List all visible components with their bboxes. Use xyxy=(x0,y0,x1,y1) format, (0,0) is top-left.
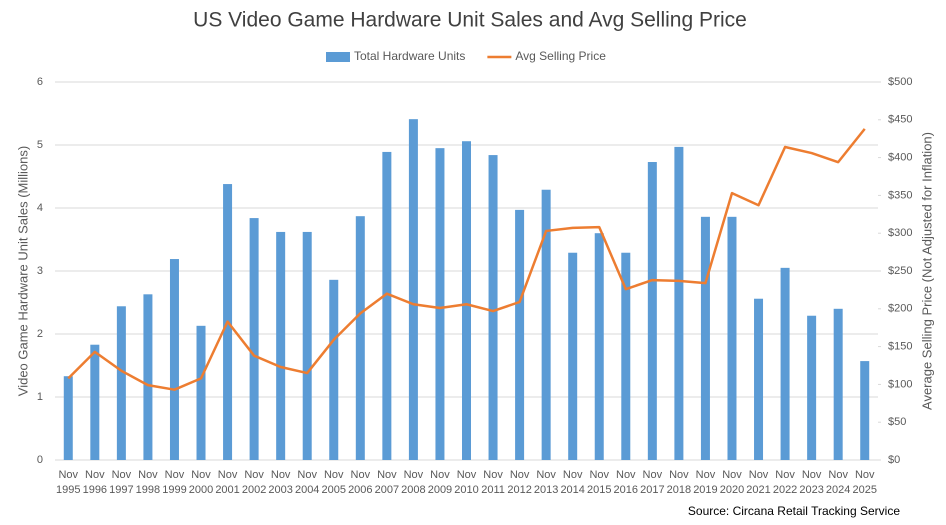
bar xyxy=(594,233,604,460)
bar xyxy=(435,148,445,460)
y2-tick-label: $200 xyxy=(888,303,912,315)
y2-tick-label: $300 xyxy=(888,227,912,239)
y-tick-label: 4 xyxy=(37,202,43,214)
x-tick-label: Nov 1995 xyxy=(56,469,80,496)
y-tick-label: 3 xyxy=(37,265,43,277)
y2-tick-label: $400 xyxy=(888,152,912,164)
bar xyxy=(568,252,578,460)
bar xyxy=(860,361,870,460)
x-tick-label: Nov 2014 xyxy=(560,469,584,496)
bar xyxy=(276,231,286,460)
y-tick-label: 1 xyxy=(37,391,43,403)
x-tick-label: Nov 1998 xyxy=(136,469,160,496)
bar xyxy=(249,218,259,460)
y2-tick-label: $0 xyxy=(888,454,900,466)
price-line xyxy=(67,128,866,391)
x-tick-label: Nov 2000 xyxy=(189,469,213,496)
x-tick-label: Nov 2005 xyxy=(322,469,346,496)
y-tick-label: 0 xyxy=(37,454,43,466)
x-tick-label: Nov 2013 xyxy=(534,469,558,496)
x-tick-label: Nov 1997 xyxy=(109,469,133,496)
x-tick-label: Nov 2023 xyxy=(799,469,823,496)
legend-swatch xyxy=(326,52,350,62)
y2-tick-label: $250 xyxy=(888,265,912,277)
bar xyxy=(329,279,339,460)
x-tick-label: Nov 2006 xyxy=(348,469,372,496)
chart-title: US Video Game Hardware Unit Sales and Av… xyxy=(193,9,747,32)
x-tick-label: Nov 2015 xyxy=(587,469,611,496)
x-tick-label: Nov 2003 xyxy=(268,469,292,496)
y2-tick-label: $350 xyxy=(888,189,912,201)
bar xyxy=(700,216,710,460)
y-axis-title: Video Game Hardware Unit Sales (Millions… xyxy=(15,146,30,396)
x-tick-label: Nov 2010 xyxy=(454,469,478,496)
x-tick-label: Nov 2004 xyxy=(295,469,319,496)
y2-tick-label: $50 xyxy=(888,416,906,428)
bar xyxy=(541,189,551,461)
x-tick-label: Nov 2008 xyxy=(401,469,425,496)
bar xyxy=(143,294,153,460)
x-tick-label: Nov 2016 xyxy=(614,469,638,496)
bar xyxy=(515,209,525,460)
bar xyxy=(116,306,126,460)
bar xyxy=(621,252,631,460)
bar xyxy=(674,146,684,460)
source-note: Source: Circana Retail Tracking Service xyxy=(688,504,900,518)
bar xyxy=(63,376,73,460)
x-tick-label: Nov 1996 xyxy=(83,469,107,496)
x-tick-label: Nov 2024 xyxy=(826,469,850,496)
x-tick-label: Nov 2021 xyxy=(746,469,770,496)
bar xyxy=(754,298,764,460)
y2-tick-label: $500 xyxy=(888,76,912,88)
x-tick-label: Nov 2019 xyxy=(693,469,717,496)
x-tick-label: Nov 2007 xyxy=(375,469,399,496)
bar xyxy=(462,141,471,460)
x-tick-label: Nov 2020 xyxy=(720,469,744,496)
x-tick-label: Nov 2002 xyxy=(242,469,266,496)
bar xyxy=(780,267,790,460)
x-tick-label: Nov 2009 xyxy=(428,469,452,496)
x-tick-label: Nov 2011 xyxy=(481,469,505,496)
bar xyxy=(408,119,418,461)
y2-tick-label: $150 xyxy=(888,341,912,353)
x-tick-label: Nov 1999 xyxy=(162,469,186,496)
bar xyxy=(647,162,657,460)
bar xyxy=(169,259,179,460)
bar xyxy=(382,151,392,460)
bar xyxy=(488,155,498,460)
bar xyxy=(355,216,365,460)
y2-tick-label: $450 xyxy=(888,114,912,126)
bar xyxy=(302,231,312,460)
x-tick-label: Nov 2001 xyxy=(215,469,239,496)
y-tick-label: 5 xyxy=(37,139,43,151)
y2-axis-title: Average Selling Price (Not Adjusted for … xyxy=(919,132,934,410)
y2-tick-label: $100 xyxy=(888,378,912,390)
y-tick-label: 6 xyxy=(37,76,43,88)
legend-label: Total Hardware Units xyxy=(354,49,465,63)
bar xyxy=(90,344,100,460)
bar xyxy=(196,325,206,460)
x-tick-label: Nov 2017 xyxy=(640,469,664,496)
x-tick-label: Nov 2012 xyxy=(507,469,531,496)
x-tick-label: Nov 2018 xyxy=(667,469,691,496)
bar xyxy=(727,216,737,460)
x-tick-label: Nov 2025 xyxy=(852,469,876,496)
bar xyxy=(807,315,817,460)
legend-label: Avg Selling Price xyxy=(515,49,606,63)
y-tick-label: 2 xyxy=(37,328,43,340)
bar xyxy=(833,308,843,460)
x-tick-label: Nov 2022 xyxy=(773,469,797,496)
